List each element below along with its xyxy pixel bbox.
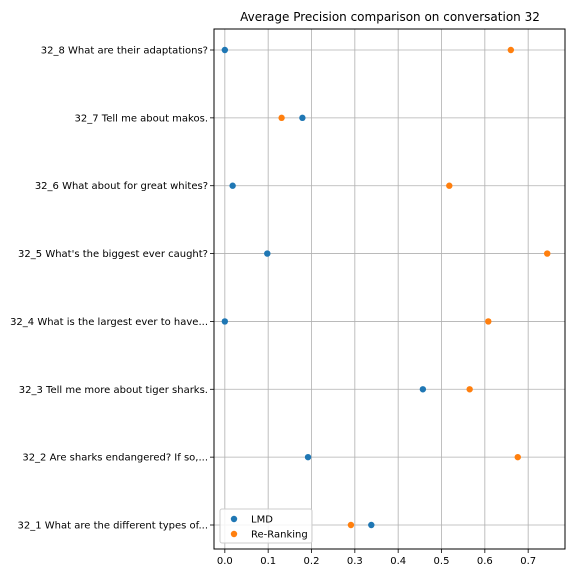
point-re-ranking bbox=[278, 114, 285, 122]
point-re-ranking bbox=[514, 453, 521, 461]
x-tick-label: 0.0 bbox=[217, 556, 233, 567]
x-tick-label: 0.7 bbox=[520, 556, 536, 567]
y-tick-label: 32_3 Tell me more about tiger sharks. bbox=[19, 385, 208, 396]
legend-label: LMD bbox=[251, 515, 273, 526]
y-tick-label: 32_2 Are sharks endangered? If so,... bbox=[22, 453, 208, 464]
x-tick-label: 0.1 bbox=[260, 556, 276, 567]
y-tick-label: 32_7 Tell me about makos. bbox=[75, 113, 208, 124]
legend: LMD Re-Ranking bbox=[219, 508, 313, 544]
x-tick-label: 0.3 bbox=[347, 556, 363, 567]
y-tick-label: 32_4 What is the largest ever to have... bbox=[10, 317, 208, 328]
point-lmd bbox=[304, 453, 312, 461]
y-axis: 32_1 What are the different types of... 3… bbox=[10, 46, 214, 532]
point-lmd bbox=[264, 250, 271, 257]
point-re-ranking bbox=[466, 386, 473, 393]
x-axis: 0.0 0.1 0.2 0.3 0.4 0.5 0.6 0.7 bbox=[217, 549, 536, 567]
legend-marker bbox=[230, 515, 238, 523]
point-lmd bbox=[299, 114, 306, 122]
point-lmd bbox=[368, 521, 375, 529]
legend-label: Re-Ranking bbox=[251, 530, 308, 541]
legend-marker bbox=[230, 530, 238, 538]
y-tick-label: 32_8 What are their adaptations? bbox=[41, 46, 208, 57]
point-re-ranking bbox=[544, 250, 551, 257]
x-tick-label: 0.2 bbox=[304, 556, 320, 567]
data-points bbox=[221, 46, 551, 529]
x-tick-label: 0.4 bbox=[390, 556, 406, 567]
y-tick-label: 32_6 What about for great whites? bbox=[35, 181, 208, 192]
plot-frame bbox=[213, 28, 566, 550]
point-lmd bbox=[221, 318, 229, 325]
point-lmd bbox=[221, 46, 229, 54]
point-lmd bbox=[229, 182, 236, 189]
point-re-ranking bbox=[485, 318, 492, 325]
chart-title: Average Precision comparison on conversa… bbox=[240, 10, 540, 24]
legend-box bbox=[219, 508, 313, 544]
point-re-ranking bbox=[446, 182, 453, 189]
x-tick-label: 0.6 bbox=[477, 556, 493, 567]
y-tick-label: 32_1 What are the different types of... bbox=[18, 521, 208, 532]
x-tick-label: 0.5 bbox=[434, 556, 450, 567]
y-tick-label: 32_5 What's the biggest ever caught? bbox=[18, 249, 208, 260]
grid bbox=[214, 29, 565, 549]
point-re-ranking bbox=[347, 521, 355, 529]
point-lmd bbox=[419, 386, 427, 393]
point-re-ranking bbox=[507, 46, 515, 54]
